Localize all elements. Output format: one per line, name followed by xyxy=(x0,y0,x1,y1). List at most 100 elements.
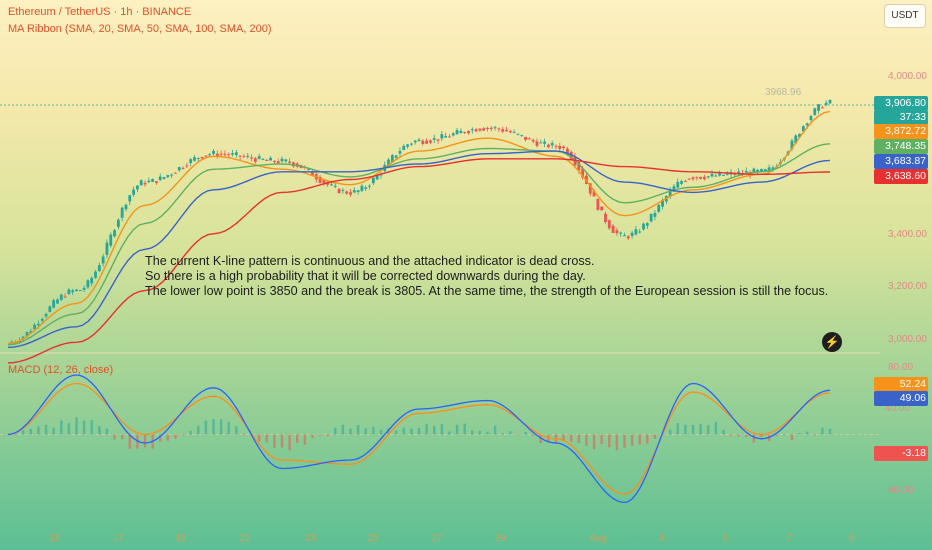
candle-body xyxy=(809,116,813,121)
candle-body xyxy=(151,179,155,182)
candle-body xyxy=(611,225,615,234)
ma50-line xyxy=(7,143,831,346)
macd-histogram-bar xyxy=(159,434,162,442)
candle-body xyxy=(139,180,143,186)
macd-histogram-bar xyxy=(783,434,786,436)
candle-body xyxy=(744,170,748,173)
candle-body xyxy=(193,157,196,161)
ma50-tag: 3,748.35 xyxy=(874,139,928,154)
annotation-line-2: So there is a high probability that it w… xyxy=(145,269,586,283)
candle-body xyxy=(409,143,413,145)
candle-body xyxy=(794,135,798,144)
macd-histogram-bar xyxy=(296,434,299,443)
candle-body xyxy=(143,182,147,185)
candle-body xyxy=(189,159,193,164)
macd-histogram-bar xyxy=(425,423,428,435)
candle-body xyxy=(668,190,672,197)
candle-body xyxy=(474,129,478,132)
macd-histogram-bar xyxy=(433,425,436,435)
candle-body xyxy=(333,185,337,187)
macd-histogram-bar xyxy=(280,434,284,448)
candle-body xyxy=(215,153,219,157)
macd-histogram-bar xyxy=(676,423,679,435)
candle-body xyxy=(25,331,29,337)
candle-body xyxy=(132,189,135,195)
candle-body xyxy=(307,168,311,170)
candle-body xyxy=(170,174,174,176)
y-tick-3400: 3,400.00 xyxy=(888,229,927,240)
ma100-line xyxy=(7,150,831,349)
candle-body xyxy=(349,192,352,195)
candle-body xyxy=(489,127,493,129)
macd-histogram-bar xyxy=(699,423,702,435)
x-tick-19: 19 xyxy=(175,533,187,544)
candle-body xyxy=(482,128,486,131)
macd-label[interactable]: MACD (12, 26, close) xyxy=(8,364,114,376)
macd-tick-40: 40.00 xyxy=(885,403,911,414)
macd-histogram-bar xyxy=(608,434,611,448)
candle-body xyxy=(318,176,322,183)
candle-body xyxy=(21,336,25,339)
candle-body xyxy=(71,290,75,293)
x-tick-21: 21 xyxy=(239,533,251,544)
macd-histogram-bar xyxy=(379,429,383,435)
candle-body xyxy=(527,138,531,140)
x-tick-3: 3 xyxy=(658,533,664,544)
macd-histogram-bar xyxy=(235,426,238,435)
candle-body xyxy=(805,123,809,126)
candle-body xyxy=(767,167,771,172)
lightning-icon[interactable]: ⚡ xyxy=(822,332,842,352)
candle-body xyxy=(101,256,105,264)
macd-histogram-bar xyxy=(189,430,192,435)
macd-histogram-bar xyxy=(402,427,405,435)
candle-body xyxy=(352,190,356,193)
ma-ribbon-label[interactable]: MA Ribbon (SMA, 20, SMA, 50, SMA, 100, S… xyxy=(8,23,272,35)
high-marker-label: 3968.96 xyxy=(765,87,802,98)
candle-body xyxy=(577,162,581,171)
candle-body xyxy=(413,140,417,143)
macd-histogram-bar xyxy=(501,433,504,435)
macd-histogram-bar xyxy=(372,426,375,435)
candle-body xyxy=(569,151,573,160)
candle-body xyxy=(703,176,706,180)
candle-body xyxy=(185,165,189,167)
candle-body xyxy=(444,136,448,138)
candle-body xyxy=(67,289,71,295)
candle-body xyxy=(600,206,604,211)
macd-histogram-bar xyxy=(760,434,763,438)
symbol-title[interactable]: Ethereum / TetherUS · 1h · BINANCE xyxy=(8,6,192,18)
macd-histogram-bar xyxy=(539,434,542,444)
candle-body xyxy=(801,126,805,132)
candle-body xyxy=(162,177,166,179)
macd-histogram-bar xyxy=(417,427,421,435)
candle-body xyxy=(524,136,527,140)
candle-body xyxy=(737,171,741,174)
candle-body xyxy=(798,133,801,138)
candle-body xyxy=(33,324,37,330)
annotation-line-3: The lower low point is 3850 and the brea… xyxy=(145,284,829,298)
candle-body xyxy=(280,158,284,162)
macd-histogram-bar xyxy=(181,434,185,436)
candle-body xyxy=(710,173,714,177)
candle-body xyxy=(212,150,215,154)
candle-body xyxy=(539,142,543,144)
candle-body xyxy=(695,176,699,178)
candle-body xyxy=(607,220,611,229)
macd-histogram-bar xyxy=(341,424,345,435)
candle-body xyxy=(771,167,775,170)
macd-histogram-bar xyxy=(212,419,215,435)
currency-button[interactable]: USDT xyxy=(884,4,926,28)
macd-histogram-bar xyxy=(486,431,489,435)
x-tick-7: 7 xyxy=(786,533,792,544)
candle-body xyxy=(436,139,440,141)
candle-body xyxy=(105,242,109,255)
macd-histogram-bar xyxy=(478,430,482,435)
candle-body xyxy=(432,138,436,140)
macd-histogram-bar xyxy=(615,434,619,451)
candle-body xyxy=(124,204,128,210)
candle-body xyxy=(763,169,767,172)
macd-histogram-bar xyxy=(219,419,223,435)
candle-body xyxy=(820,107,824,109)
